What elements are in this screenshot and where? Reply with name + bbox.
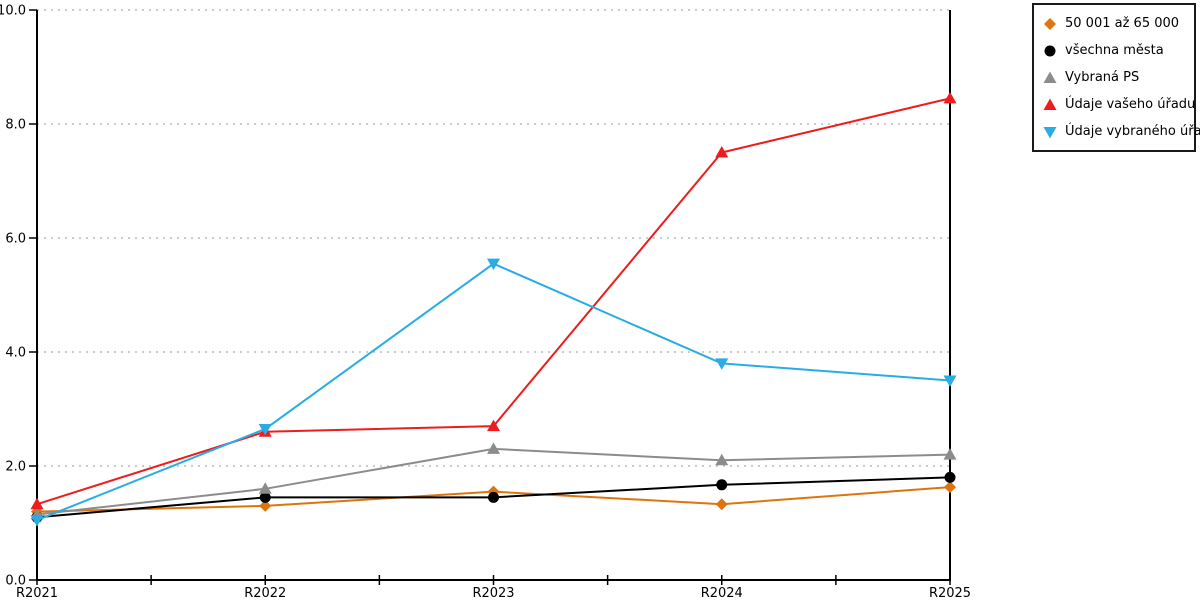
triangle-up-icon (1043, 71, 1057, 83)
series-marker (258, 423, 272, 436)
y-tick-label: 0.0 (5, 574, 26, 589)
triangle-up-icon (1043, 98, 1057, 110)
y-tick-label: 4.0 (5, 346, 26, 361)
diamond-icon (1044, 17, 1056, 30)
series-marker (30, 515, 44, 527)
legend: 50 001 až 65 000 všechna města Vybraná PS Ú… (1032, 3, 1200, 152)
series-marker (715, 146, 729, 158)
series-marker (715, 453, 729, 466)
series-marker (943, 375, 957, 387)
legend-item-3: Údaje vašeho úřadu (1043, 91, 1195, 118)
series-marker (258, 482, 272, 494)
legend-label: Údaje vybraného úřadu (1065, 124, 1200, 139)
series-marker (30, 497, 44, 510)
series-marker (716, 479, 728, 491)
y-tick-label: 10.0 (0, 4, 26, 19)
series-marker (487, 442, 500, 454)
series-marker (487, 258, 500, 271)
x-tick-label: R2024 (701, 586, 743, 600)
y-tick-label: 8.0 (5, 118, 26, 133)
series-marker (944, 471, 956, 483)
y-tick-label: 2.0 (5, 460, 26, 475)
legend-label: všechna města (1065, 43, 1164, 58)
circle-icon (1044, 45, 1056, 56)
legend-label: Vybraná PS (1065, 70, 1140, 85)
x-tick-label: R2022 (244, 586, 286, 600)
legend-label: 50 001 až 65 000 (1065, 16, 1180, 31)
series-marker (943, 448, 957, 460)
series-marker (943, 91, 957, 104)
series-marker (944, 481, 956, 494)
x-tick-label: R2025 (929, 586, 971, 600)
series-marker (259, 491, 271, 503)
series-marker (715, 358, 729, 370)
y-tick-label: 6.0 (5, 232, 26, 247)
triangle-down-icon (1043, 126, 1057, 138)
series-marker (259, 499, 272, 512)
series-marker (715, 498, 728, 511)
series-marker (487, 419, 500, 432)
legend-item-1: všechna města (1043, 37, 1185, 64)
legend-item-4: Údaje vybraného úřadu (1043, 118, 1200, 145)
series-marker (488, 491, 499, 503)
x-tick-label: R2023 (472, 586, 514, 600)
legend-item-2: Vybraná PS (1043, 64, 1185, 91)
x-tick-label: R2021 (16, 586, 58, 600)
legend-label: Údaje vašeho úřadu (1065, 97, 1196, 112)
legend-item-0: 50 001 až 65 000 (1043, 10, 1185, 37)
